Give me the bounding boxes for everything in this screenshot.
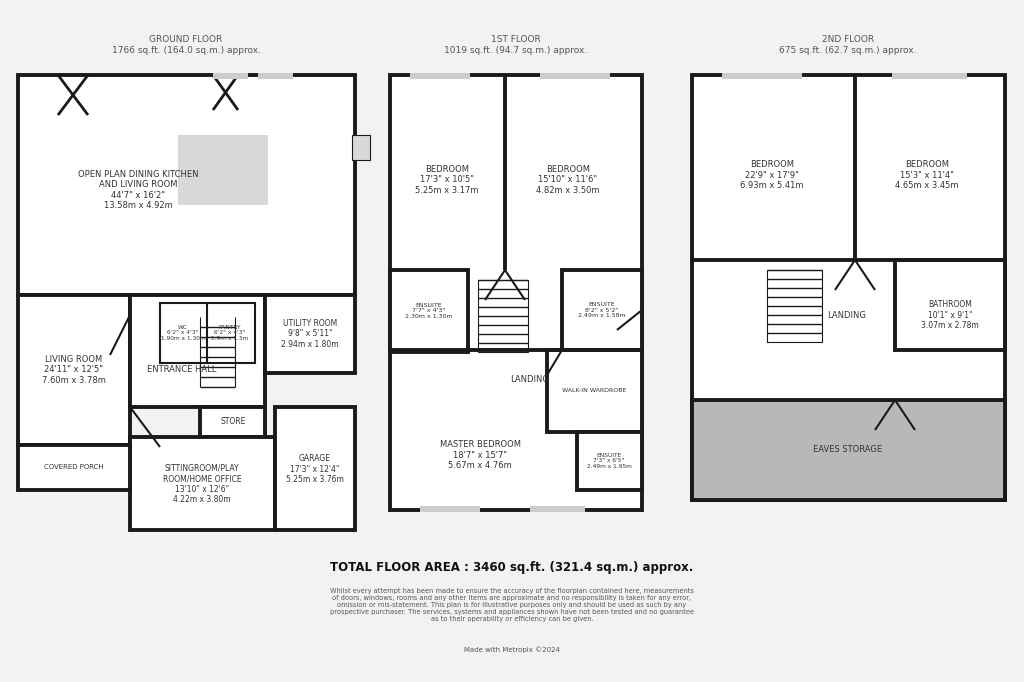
Text: TOTAL FLOOR AREA : 3460 sq.ft. (321.4 sq.m.) approx.: TOTAL FLOOR AREA : 3460 sq.ft. (321.4 sq… [331, 561, 693, 574]
Bar [895, 260, 1005, 350]
Bar [258, 73, 293, 79]
Bar [540, 73, 610, 79]
Bar [178, 135, 268, 205]
Bar [130, 295, 265, 407]
Text: GROUND FLOOR
1766 sq.ft. (164.0 sq.m.) approx.: GROUND FLOOR 1766 sq.ft. (164.0 sq.m.) a… [112, 35, 260, 55]
Text: LANDING: LANDING [827, 310, 866, 319]
Text: 2ND FLOOR
675 sq.ft. (62.7 sq.m.) approx.: 2ND FLOOR 675 sq.ft. (62.7 sq.m.) approx… [779, 35, 916, 55]
Text: STORE: STORE [220, 417, 246, 426]
Text: BEDROOM
17'3" x 10'5"
5.25m x 3.17m: BEDROOM 17'3" x 10'5" 5.25m x 3.17m [416, 165, 479, 195]
Text: SITTINGROOM/PLAY
ROOM/HOME OFFICE
13'10" x 12'6"
4.22m x 3.80m: SITTINGROOM/PLAY ROOM/HOME OFFICE 13'10"… [163, 464, 242, 504]
Bar [18, 295, 130, 445]
Bar [692, 75, 1005, 500]
Bar [18, 75, 355, 295]
Text: OPEN PLAN DINING KITCHEN
AND LIVING ROOM
44'7" x 16'2"
13.58m x 4.92m: OPEN PLAN DINING KITCHEN AND LIVING ROOM… [78, 170, 199, 210]
Text: PANTRY
6'2" x 4'3"
1.9m x 1.3m: PANTRY 6'2" x 4'3" 1.9m x 1.3m [211, 325, 249, 341]
Bar [390, 75, 642, 510]
Bar [275, 407, 355, 530]
Bar [722, 73, 802, 79]
Bar [767, 270, 822, 342]
Text: Made with Metropix ©2024: Made with Metropix ©2024 [464, 647, 560, 653]
Bar [892, 73, 967, 79]
Text: BEDROOM
15'10" x 11'6"
4.82m x 3.50m: BEDROOM 15'10" x 11'6" 4.82m x 3.50m [537, 165, 600, 195]
Text: BATHROOM
10'1" x 9'1"
3.07m x 2.78m: BATHROOM 10'1" x 9'1" 3.07m x 2.78m [922, 300, 979, 330]
Bar [410, 73, 470, 79]
Text: ENSUITE
7'3" x 6'5"
2.49m x 1.95m: ENSUITE 7'3" x 6'5" 2.49m x 1.95m [587, 453, 632, 469]
Text: BEDROOM
22'9" x 17'9"
6.93m x 5.41m: BEDROOM 22'9" x 17'9" 6.93m x 5.41m [740, 160, 804, 190]
Text: EAVES STORAGE: EAVES STORAGE [813, 445, 883, 454]
Bar [530, 506, 585, 512]
Text: Whilst every attempt has been made to ensure the accuracy of the floorplan conta: Whilst every attempt has been made to en… [330, 588, 694, 622]
Text: WC
6'2" x 4'3"
1.90m x 1.30m: WC 6'2" x 4'3" 1.90m x 1.30m [161, 325, 206, 341]
Bar [577, 432, 642, 490]
Bar [200, 407, 265, 437]
Text: GARAGE
17'3" x 12'4"
5.25m x 3.76m: GARAGE 17'3" x 12'4" 5.25m x 3.76m [286, 454, 344, 484]
Text: LIVING ROOM
24'11" x 12'5"
7.60m x 3.78m: LIVING ROOM 24'11" x 12'5" 7.60m x 3.78m [42, 355, 105, 385]
Bar [352, 135, 370, 160]
Bar [18, 445, 130, 490]
Text: MASTER BEDROOM
18'7" x 15'7"
5.67m x 4.76m: MASTER BEDROOM 18'7" x 15'7" 5.67m x 4.7… [439, 440, 520, 470]
Bar [265, 295, 355, 373]
Text: ENSUITE
7'7" x 4'3"
2.30m x 1.30m: ENSUITE 7'7" x 4'3" 2.30m x 1.30m [406, 303, 453, 319]
Bar [213, 73, 248, 79]
Text: 1ST FLOOR
1019 sq.ft. (94.7 sq.m.) approx.: 1ST FLOOR 1019 sq.ft. (94.7 sq.m.) appro… [444, 35, 588, 55]
Text: COVERED PORCH: COVERED PORCH [44, 464, 103, 470]
Text: WALK-IN WARDROBE: WALK-IN WARDROBE [562, 389, 627, 394]
Bar [160, 303, 255, 363]
Text: ENSUITE
8'2" x 5'2"
2.49m x 1.58m: ENSUITE 8'2" x 5'2" 2.49m x 1.58m [579, 301, 626, 318]
Text: LANDING: LANDING [511, 376, 550, 385]
Bar [547, 350, 642, 432]
Bar [390, 270, 468, 352]
Bar [420, 506, 480, 512]
Text: UTILITY ROOM
9'8" x 5'11"
2.94m x 1.80m: UTILITY ROOM 9'8" x 5'11" 2.94m x 1.80m [282, 319, 339, 349]
Bar [562, 270, 642, 350]
Bar [478, 280, 528, 352]
Bar [692, 400, 1005, 500]
Text: ENTRANCE HALL: ENTRANCE HALL [147, 366, 217, 374]
Text: BEDROOM
15'3" x 11'4"
4.65m x 3.45m: BEDROOM 15'3" x 11'4" 4.65m x 3.45m [895, 160, 958, 190]
Bar [130, 437, 275, 530]
